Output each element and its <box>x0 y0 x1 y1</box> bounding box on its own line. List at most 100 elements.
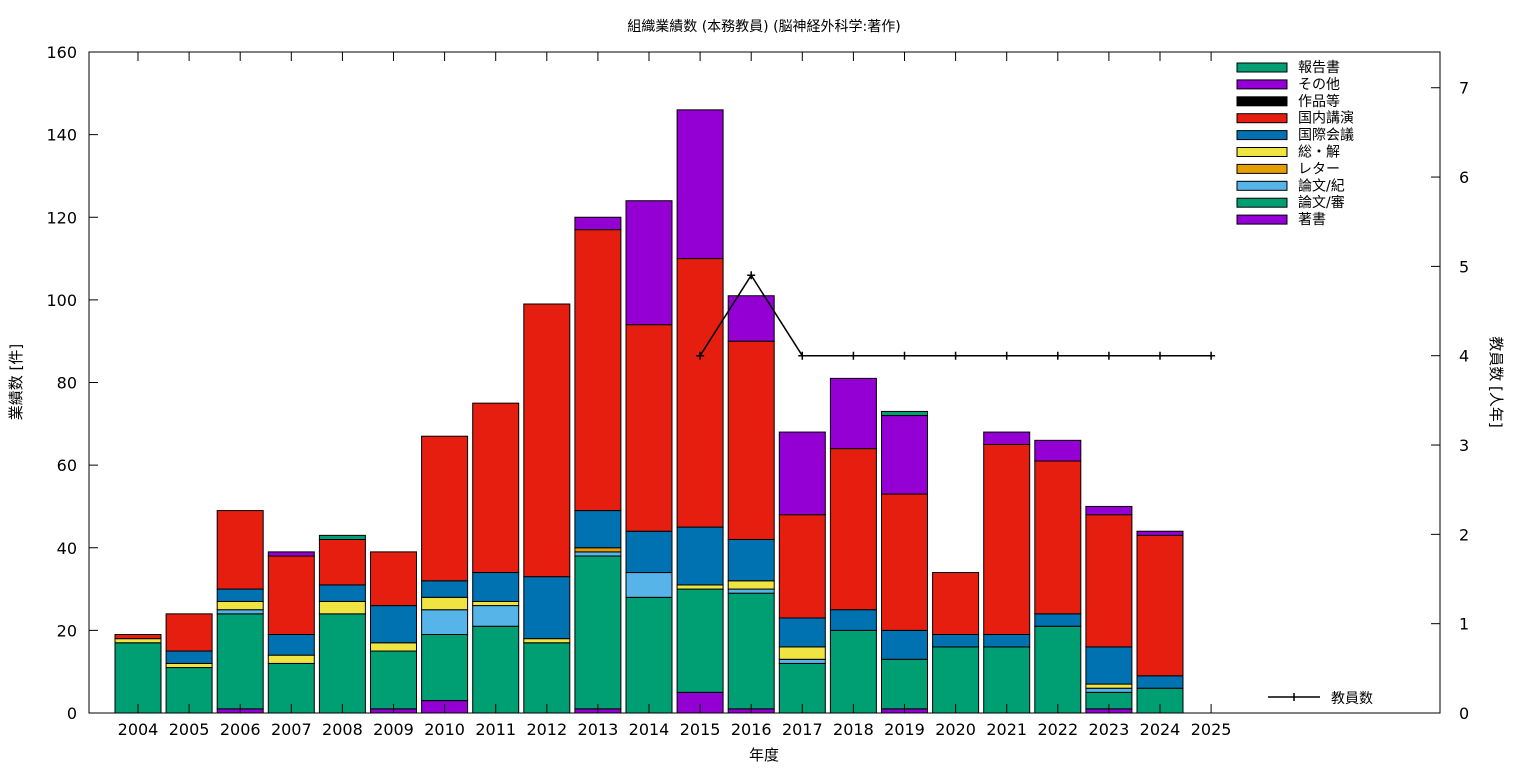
bar-2010-s5 <box>421 580 469 598</box>
legend-label: 作品等 <box>1298 93 1340 110</box>
bar-2013-s2 <box>574 551 622 557</box>
x-axis: 2004 2005 2006 2007 2008 2009 2010 2011 2012 2013… <box>118 52 1232 739</box>
x-tick-label: 2009 <box>373 720 414 739</box>
bar-stacks <box>114 109 1184 714</box>
bar-2021-s5 <box>983 634 1031 648</box>
bar-2014-s1 <box>625 596 673 714</box>
x-tick-label: 2021 <box>986 720 1027 739</box>
bar-2015-s1 <box>676 588 724 693</box>
bar-2013-s3 <box>574 547 622 553</box>
bar-2019-s9 <box>881 410 928 417</box>
bar-2016-s4 <box>727 580 775 590</box>
bar-2009-s4 <box>370 642 417 652</box>
bar-2007-s4 <box>267 654 315 664</box>
bar-2014-s5 <box>625 530 673 574</box>
legend-label: 著書 <box>1298 212 1326 228</box>
legend-swatch <box>1236 214 1288 225</box>
y2-tick-label: 1 <box>1459 615 1469 634</box>
faculty-point-2016 <box>747 271 756 280</box>
bar-2023-s5 <box>1085 646 1133 685</box>
legend-label: 総・解 <box>1298 145 1340 161</box>
bar-2022-s8 <box>1034 439 1082 462</box>
bar-2007-s8 <box>267 551 315 557</box>
legend-swatch <box>1236 96 1288 107</box>
bar-2012-s5 <box>523 576 571 640</box>
bar-2005-s5 <box>165 650 213 664</box>
y-tick-label: 120 <box>46 208 77 227</box>
bar-2006-s1 <box>216 613 264 710</box>
x-tick-label: 2011 <box>475 720 516 739</box>
faculty-point-2017 <box>798 351 807 360</box>
bar-2007-s6 <box>267 555 315 636</box>
faculty-point-2020 <box>951 351 960 360</box>
bar-2019-s5 <box>881 629 928 660</box>
bar-2022-s6 <box>1034 460 1082 615</box>
bar-2011-s1 <box>472 625 520 714</box>
faculty-point-2015 <box>696 351 705 360</box>
faculty-point-2025 <box>1207 351 1216 360</box>
bar-2024-s6 <box>1136 534 1184 677</box>
x-tick-label: 2025 <box>1191 720 1232 739</box>
bar-2015-s5 <box>676 526 724 586</box>
y2-tick-label: 5 <box>1459 257 1469 276</box>
legend-swatch <box>1236 113 1288 124</box>
bar-2013-s8 <box>574 216 622 231</box>
x-tick-label: 2019 <box>884 720 925 739</box>
bar-2004-s4 <box>114 638 162 644</box>
bar-2021-s8 <box>983 431 1031 445</box>
x-tick-label: 2008 <box>322 720 363 739</box>
bar-2019-s1 <box>881 658 928 710</box>
bar-2010-s2 <box>421 609 469 636</box>
legend-label: 国内講演 <box>1298 111 1354 127</box>
bar-2015-s8 <box>676 109 724 260</box>
bar-2006-s2 <box>216 609 264 615</box>
faculty-point-2024 <box>1156 351 1164 360</box>
x-tick-label: 2004 <box>118 720 159 739</box>
legend-label: その他 <box>1298 77 1340 93</box>
chart-title: 組織業績数 (本務教員) (脳神経外科学:著作) <box>627 19 900 35</box>
bar-2011-s6 <box>472 402 520 574</box>
legend-swatch <box>1236 79 1288 90</box>
bar-2019-s6 <box>881 493 928 631</box>
y-tick-label: 40 <box>57 539 77 558</box>
legend-swatch <box>1236 197 1288 208</box>
bar-2005-s6 <box>165 613 213 652</box>
legend-swatch <box>1236 163 1288 174</box>
bar-2020-s1 <box>932 646 980 714</box>
bar-2009-s1 <box>370 650 417 710</box>
bar-2009-s5 <box>370 605 417 644</box>
bar-2007-s5 <box>267 634 315 656</box>
y2-axis-label: 教員数 [人年] <box>1487 336 1505 427</box>
bar-2013-s1 <box>574 555 622 710</box>
faculty-point-2023 <box>1104 351 1113 360</box>
bar-2019-s8 <box>881 415 928 495</box>
x-tick-label: 2018 <box>833 720 874 739</box>
bar-2010-s6 <box>421 435 469 582</box>
x-tick-label: 2023 <box>1089 720 1130 739</box>
bar-2011-s4 <box>472 600 520 607</box>
faculty-point-2019 <box>900 351 909 360</box>
bar-2006-s5 <box>216 588 264 602</box>
faculty-point-2022 <box>1053 351 1062 360</box>
bar-2008-s6 <box>318 538 366 586</box>
bar-2012-s6 <box>523 303 571 578</box>
legend-label: レター <box>1298 161 1340 177</box>
bar-2017-s2 <box>778 658 826 664</box>
x-tick-label: 2015 <box>680 720 721 739</box>
bar-2011-s2 <box>472 605 520 627</box>
bar-2017-s8 <box>778 431 826 516</box>
bar-2015-s4 <box>676 584 724 590</box>
x-tick-label: 2005 <box>169 720 210 739</box>
faculty-line <box>699 273 1212 357</box>
left-axis: 0 20 40 60 80 100 120 140 160 <box>46 43 98 723</box>
x-tick-label: 2022 <box>1037 720 1078 739</box>
bar-2016-s2 <box>727 588 775 594</box>
y-tick-label: 20 <box>57 621 77 640</box>
bar-2004-s6 <box>114 634 162 640</box>
faculty-point-2018 <box>849 351 858 360</box>
y-tick-label: 0 <box>67 704 77 723</box>
bar-2016-s8 <box>727 295 775 342</box>
bar-2006-s6 <box>216 510 264 590</box>
bar-2023-s2 <box>1085 687 1133 693</box>
